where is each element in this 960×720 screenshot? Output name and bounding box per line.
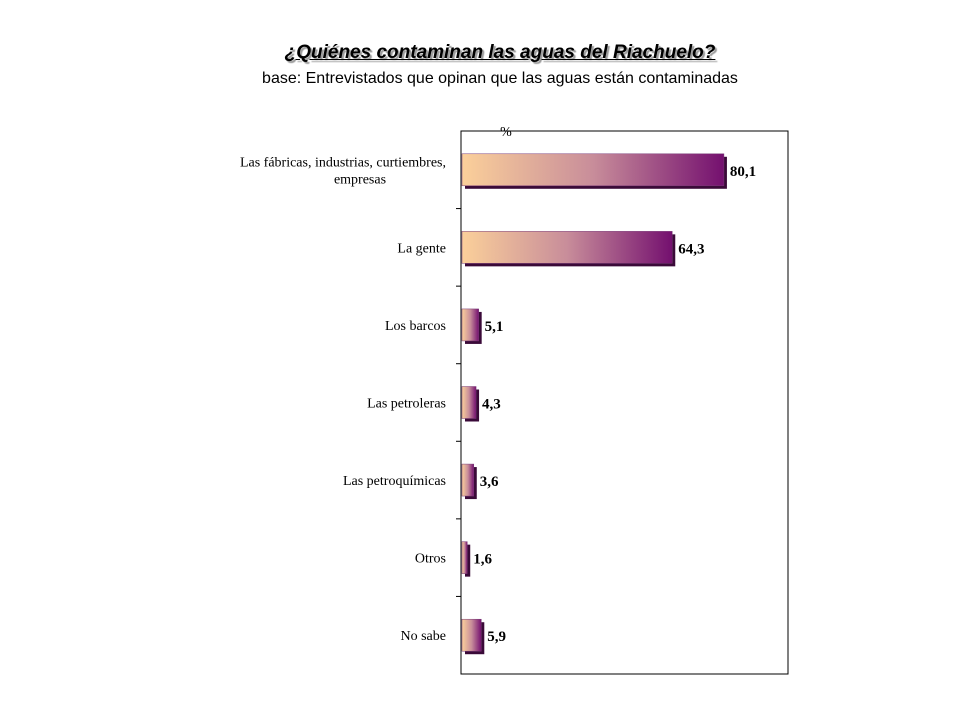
- bar: [461, 153, 725, 187]
- data-label: 4,3: [482, 397, 501, 413]
- data-label: 80,1: [730, 164, 756, 180]
- data-label: 3,6: [480, 474, 499, 490]
- bar-shadow: [465, 544, 471, 577]
- data-label: 5,1: [485, 319, 504, 335]
- category-label: La gente: [397, 241, 446, 256]
- chart-title: ¿Quiénes contaminan las aguas del Riachu…: [284, 42, 716, 63]
- bar: [461, 308, 479, 342]
- chart-subtitle: base: Entrevistados que opinan que las a…: [262, 70, 738, 87]
- data-label: 5,9: [487, 629, 506, 645]
- bar: [461, 231, 673, 264]
- category-label: Los barcos: [385, 319, 446, 334]
- bar: [461, 463, 475, 497]
- bar: [461, 386, 477, 419]
- plot-frame: [460, 130, 789, 675]
- category-label: No sabe: [401, 629, 447, 644]
- data-label: 64,3: [678, 241, 704, 257]
- bar: [461, 618, 482, 652]
- data-label: 1,6: [473, 552, 492, 568]
- bar: [461, 541, 468, 574]
- category-label: Las fábricas, industrias, curtiembres, em…: [240, 155, 446, 187]
- category-label: Las petroquímicas: [343, 474, 446, 489]
- category-label: Las petroleras: [367, 397, 446, 412]
- category-label: Otros: [415, 552, 446, 567]
- unit-label: %: [500, 125, 512, 140]
